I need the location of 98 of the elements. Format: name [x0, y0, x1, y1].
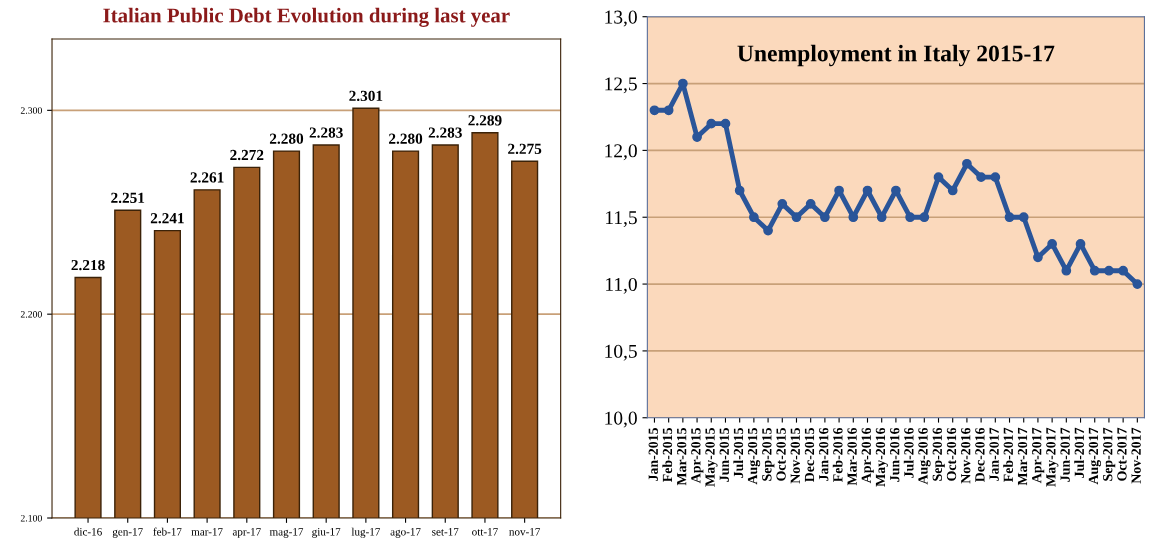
point [805, 199, 816, 209]
x-tick-label: dic-16 [74, 527, 102, 536]
point [1118, 265, 1128, 276]
data-label: 2.251 [111, 192, 145, 204]
x-tick-label: Jul-2017 [1074, 427, 1085, 478]
x-tick-label: nov-17 [509, 528, 541, 536]
data-label: 2.241 [150, 213, 184, 224]
x-tick-label: Mar-2016 [847, 427, 857, 486]
x-tick-label: Sep-2017 [1103, 427, 1116, 481]
x-tick-label: feb-17 [153, 527, 182, 536]
point [692, 132, 702, 142]
y-tick-label: 12,0 [605, 144, 637, 161]
point [919, 212, 930, 223]
data-label: 2.283 [428, 127, 462, 138]
x-tick-label: Aug-2016 [918, 427, 931, 485]
y-tick-label: 11,5 [606, 211, 637, 227]
point [763, 225, 773, 236]
data-label: 2.280 [389, 133, 423, 144]
data-label: 2.261 [190, 172, 224, 183]
x-tick-label: Oct-2017 [1117, 427, 1127, 481]
x-tick-label: Jan-2016 [818, 427, 829, 481]
x-tick-label: Jul-2016 [903, 427, 914, 478]
x-tick-label: Oct-2016 [946, 427, 957, 481]
point [820, 212, 830, 223]
x-tick-label: Feb-2017 [1003, 427, 1013, 483]
x-tick-label: ago-17 [390, 528, 421, 538]
x-tick-label: Nov-2017 [1131, 427, 1141, 484]
point [990, 172, 1001, 182]
x-tick-label: Oct-2015 [776, 427, 786, 481]
x-tick-label: giu-17 [312, 528, 341, 538]
point [777, 199, 788, 209]
point [749, 212, 759, 223]
y-tick-label: 12,5 [605, 77, 637, 94]
x-tick-label: May-2016 [875, 427, 888, 487]
point [947, 185, 958, 196]
point [734, 185, 745, 196]
y-tick-label: 13,0 [605, 10, 637, 27]
y-tick-label: 2.200 [20, 311, 42, 318]
x-tick-label: Nov-2015 [790, 427, 800, 484]
point [1047, 239, 1057, 249]
x-tick-label: set-17 [432, 528, 459, 536]
x-tick-label: Nov-2016 [961, 427, 971, 484]
data-label: 2.283 [309, 127, 343, 138]
x-tick-label: Apr-2017 [1032, 427, 1045, 484]
x-tick-label: mar-17 [191, 528, 223, 536]
point [720, 118, 731, 129]
x-tick-label: gen-17 [112, 528, 143, 538]
point [1132, 279, 1143, 289]
x-tick-label: Jul-2015 [733, 427, 744, 478]
point [1089, 265, 1100, 276]
text: Unemployment in Italy 2015-17 [737, 44, 1055, 67]
point [933, 172, 944, 182]
x-tick-label: Aug-2015 [747, 427, 761, 485]
x-tick-label: Feb-2016 [832, 427, 843, 483]
point [1004, 212, 1015, 223]
x-tick-label: Mar-2017 [1017, 427, 1028, 486]
x-tick-label: Apr-2015 [691, 427, 704, 484]
data-label: 2.218 [71, 259, 105, 271]
point [791, 212, 802, 223]
x-tick-label: Dec-2016 [975, 427, 985, 482]
x-tick-label: May-2015 [705, 427, 718, 487]
x-tick-label: May-2017 [1046, 427, 1059, 487]
point [1018, 212, 1029, 223]
point [649, 105, 660, 116]
x-tick-label: apr-17 [232, 528, 261, 538]
x-tick-label: lug-17 [351, 527, 381, 538]
point [905, 212, 915, 223]
x-tick-label: ott-17 [472, 528, 498, 536]
point [976, 172, 986, 182]
y-tick-label: 10,0 [605, 411, 637, 428]
data-label: 2.301 [349, 90, 383, 102]
x-tick-label: Jun-2016 [890, 427, 900, 482]
y-tick-label: 10,5 [605, 344, 637, 361]
x-tick-label: Sep-2016 [932, 427, 945, 481]
y-tick-label: 11,0 [606, 277, 637, 294]
point [962, 158, 972, 169]
data-label: 2.280 [269, 133, 304, 144]
point [1033, 252, 1043, 263]
point [706, 118, 717, 129]
x-tick-label: Sep-2015 [762, 427, 775, 481]
x-tick-label: Jun-2017 [1060, 427, 1070, 482]
data-label: 2.289 [468, 115, 502, 126]
x-tick-label: Dec-2015 [804, 427, 815, 482]
y-tick-label: 2.300 [20, 107, 42, 114]
x-tick-label: Mar-2015 [676, 427, 687, 486]
chart-title: Italian Public Debt Evolution during last year [103, 7, 510, 27]
data-label: 2.272 [230, 149, 264, 161]
y-tick-label: 2.100 [20, 514, 42, 522]
x-tick-label: mag-17 [269, 528, 304, 538]
x-tick-label: Jan-2015 [648, 427, 658, 481]
data-label: 2.275 [508, 143, 542, 155]
point [1104, 265, 1114, 276]
x-tick-label: Jun-2015 [719, 427, 729, 482]
x-tick-label: Aug-2017 [1088, 427, 1102, 485]
point [663, 105, 674, 116]
x-tick-label: Jan-2017 [989, 427, 999, 481]
x-tick-label: Apr-2016 [861, 427, 874, 484]
x-tick-label: Feb-2015 [662, 427, 673, 483]
